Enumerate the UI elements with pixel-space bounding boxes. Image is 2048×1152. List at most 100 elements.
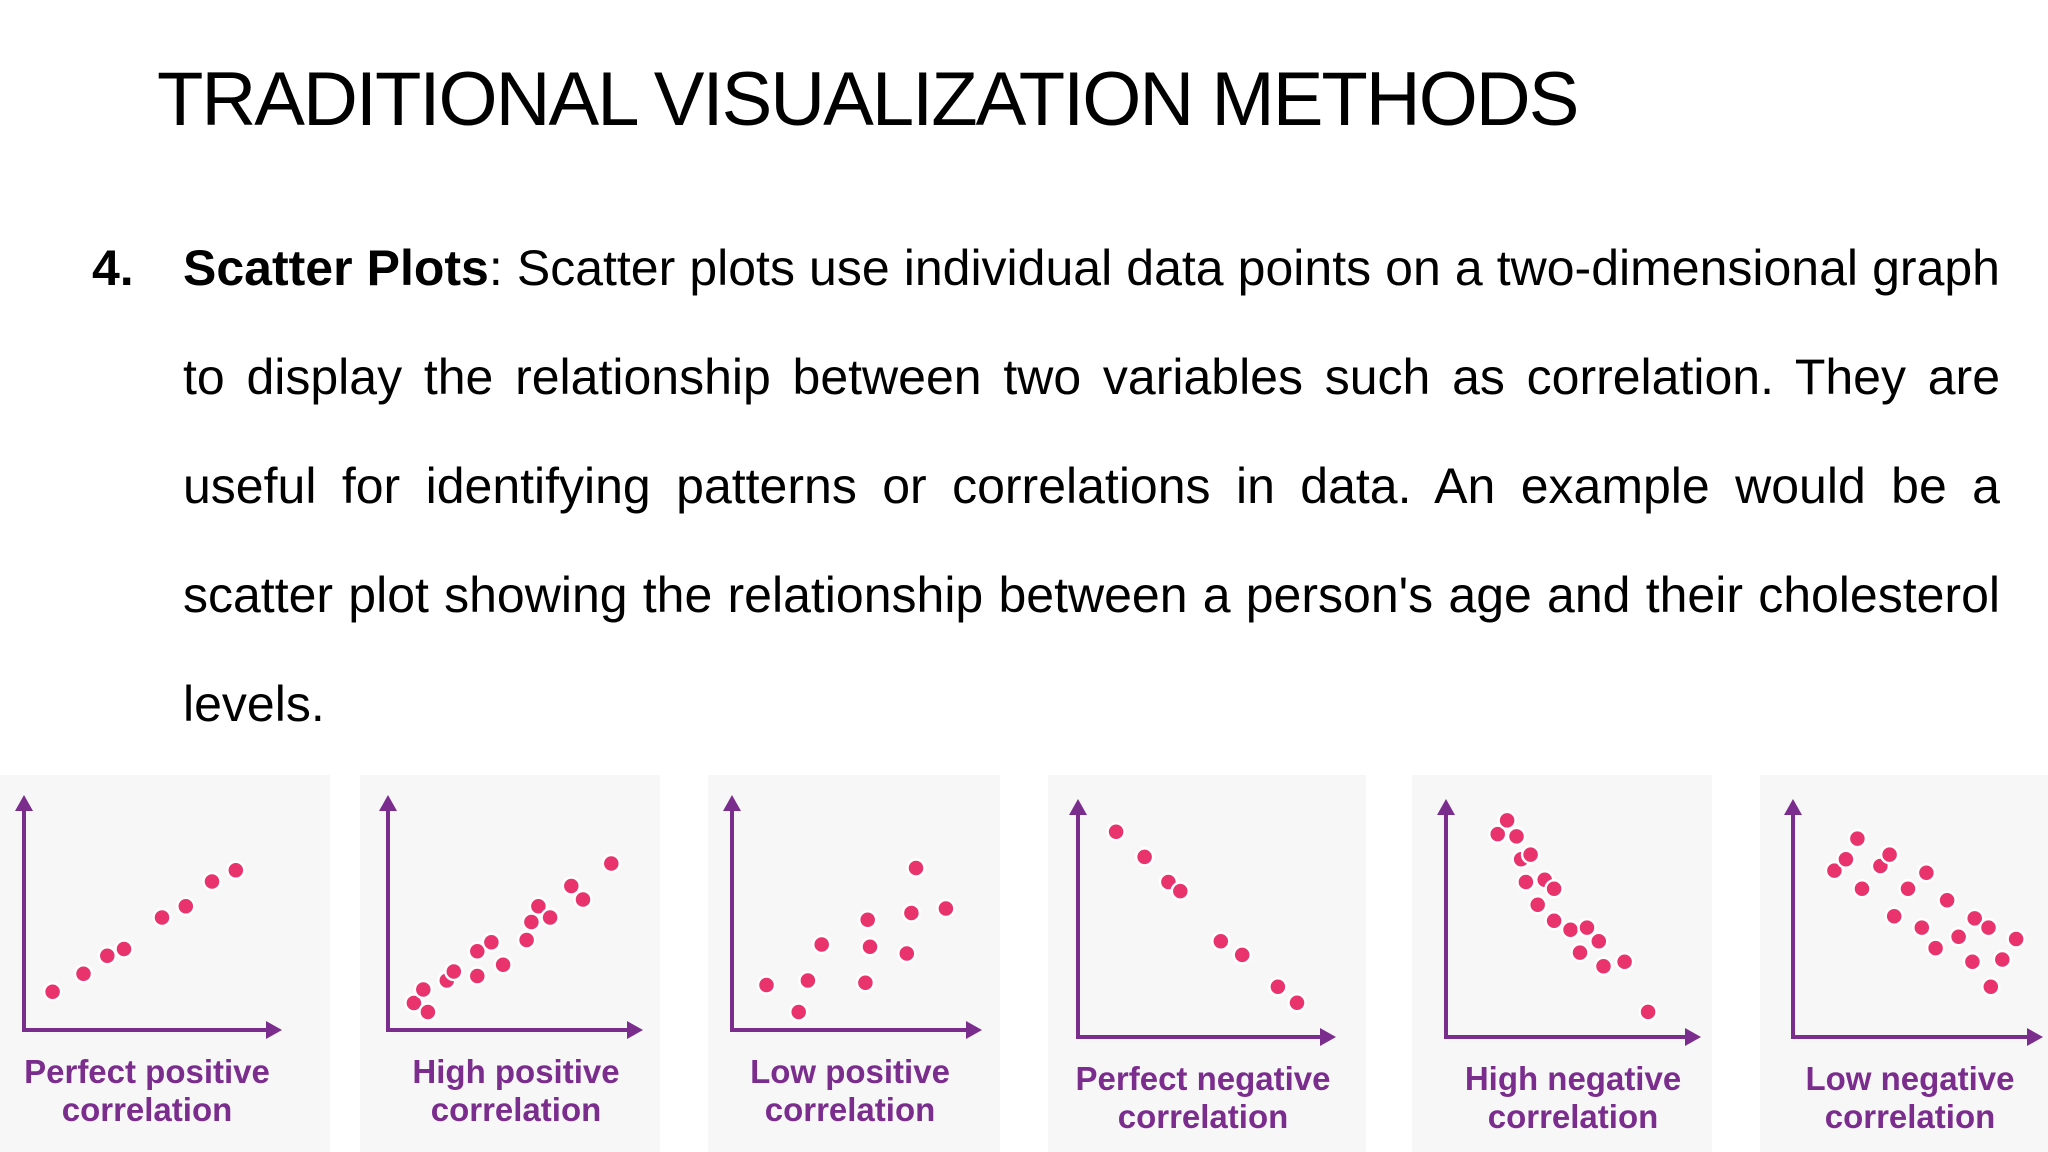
y-axis-arrow <box>379 795 397 811</box>
data-point <box>42 982 63 1002</box>
data-point <box>1516 872 1536 892</box>
chart-label-line: Low positive <box>750 1053 950 1090</box>
data-point <box>467 966 488 986</box>
y-axis-arrow <box>1069 799 1087 815</box>
data-point <box>1544 910 1564 931</box>
data-point <box>906 858 926 878</box>
data-point <box>561 876 582 896</box>
data-point <box>1570 942 1590 963</box>
data-point <box>573 889 593 910</box>
y-axis-arrow <box>1437 799 1455 815</box>
data-point <box>540 907 560 928</box>
chart-label-line: High positive <box>412 1053 619 1090</box>
data-point <box>1948 926 1969 947</box>
data-point <box>1638 1002 1658 1022</box>
data-point <box>413 979 434 1000</box>
data-point <box>1937 890 1957 910</box>
data-point <box>1287 993 1307 1013</box>
data-point <box>1884 906 1904 926</box>
point-separator: : <box>488 240 503 296</box>
chart-label-line: Perfect negative <box>1076 1060 1331 1097</box>
data-point <box>1824 860 1845 881</box>
data-point <box>1211 931 1231 951</box>
chart-label-line: Perfect positive <box>24 1053 270 1090</box>
chart-label-line: correlation <box>62 1091 233 1128</box>
data-point <box>855 973 876 993</box>
data-point <box>1912 917 1932 938</box>
data-point <box>756 975 777 995</box>
data-point <box>1506 826 1527 847</box>
data-point <box>418 1002 438 1022</box>
data-point <box>226 860 246 881</box>
data-point <box>2006 929 2026 949</box>
data-point <box>1520 844 1541 865</box>
x-axis-arrow <box>266 1021 282 1039</box>
data-point <box>1134 847 1155 867</box>
data-point <box>1836 849 1856 869</box>
data-point <box>516 930 537 950</box>
data-point <box>202 871 222 892</box>
data-point <box>1978 917 1999 938</box>
data-point <box>1614 952 1635 972</box>
data-point <box>860 937 880 957</box>
data-point <box>1527 895 1548 915</box>
data-point <box>1992 949 2013 970</box>
y-axis-arrow <box>1784 799 1802 815</box>
data-point <box>897 943 917 964</box>
data-point <box>467 941 488 962</box>
data-point <box>97 946 118 966</box>
data-point <box>1106 822 1126 842</box>
data-point <box>481 932 502 953</box>
x-axis-arrow <box>1685 1028 1701 1046</box>
data-point <box>1497 810 1517 831</box>
y-axis-arrow <box>723 795 741 811</box>
data-point <box>1925 938 1946 958</box>
data-point <box>521 912 542 932</box>
data-point <box>857 910 878 930</box>
data-point <box>1232 945 1252 965</box>
chart-label-line: Low negative <box>1805 1060 2014 1097</box>
data-point <box>1560 920 1581 940</box>
bullet-point: 4. Scatter Plots: Scatter plots use indi… <box>92 240 2000 759</box>
point-text: Scatter plots use individual data points… <box>183 240 2000 732</box>
data-point <box>176 896 196 917</box>
correlation-charts: Perfect positive correlation High positive… <box>0 775 2048 1152</box>
point-body: Scatter Plots: Scatter plots use individ… <box>183 214 2000 759</box>
point-term: Scatter Plots <box>183 240 489 296</box>
chart-label-line: correlation <box>1118 1098 1289 1135</box>
y-axis-arrow <box>15 795 33 811</box>
chart-label-line: correlation <box>765 1091 936 1128</box>
x-axis-arrow <box>1320 1028 1336 1046</box>
data-point <box>1916 863 1937 883</box>
data-point <box>114 939 134 959</box>
data-point <box>1852 879 1872 899</box>
point-number: 4. <box>92 240 134 296</box>
data-point <box>1170 881 1191 901</box>
data-point <box>1981 977 2001 997</box>
data-point <box>493 955 513 975</box>
slide-title: TRADITIONAL VISUALIZATION METHODS <box>157 57 1579 142</box>
data-point <box>1577 917 1597 938</box>
data-point <box>601 853 622 874</box>
data-point <box>528 896 549 917</box>
chart-label-line: correlation <box>1488 1098 1659 1135</box>
data-point <box>1847 828 1868 849</box>
data-point <box>811 934 832 955</box>
data-point <box>1589 931 1609 951</box>
data-point <box>1544 879 1564 899</box>
data-point <box>73 964 94 984</box>
data-point <box>788 1002 809 1022</box>
data-point <box>936 898 956 919</box>
data-point <box>1487 824 1508 844</box>
data-point <box>1962 952 1983 972</box>
data-point <box>152 907 172 928</box>
data-point <box>1898 879 1918 899</box>
data-point <box>404 993 424 1013</box>
